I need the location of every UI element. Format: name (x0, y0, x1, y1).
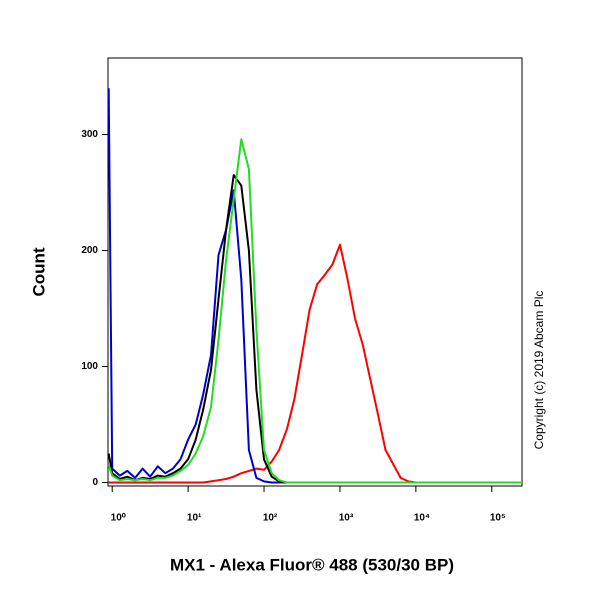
series-line (107, 138, 522, 484)
x-tick-label: 10⁰ (111, 513, 126, 524)
plot-frame (107, 57, 523, 487)
y-axis-label: Count (29, 247, 48, 296)
y-tick-label: 300 (81, 129, 98, 140)
y-tick-label: 100 (81, 361, 98, 372)
x-tick-label: 10⁴ (414, 513, 430, 524)
x-tick-label: 10⁵ (490, 513, 506, 524)
x-tick-label: 10³ (339, 513, 354, 524)
x-tick-label: 10² (263, 513, 278, 524)
y-tick-label: 200 (81, 245, 98, 256)
x-tick-label: 10¹ (187, 513, 202, 524)
y-tick-label: 0 (92, 477, 98, 488)
x-axis-label: MX1 - Alexa Fluor® 488 (530/30 BP) (170, 555, 454, 574)
copyright: Copyright (c) 2019 Abcam Plc (532, 291, 546, 450)
